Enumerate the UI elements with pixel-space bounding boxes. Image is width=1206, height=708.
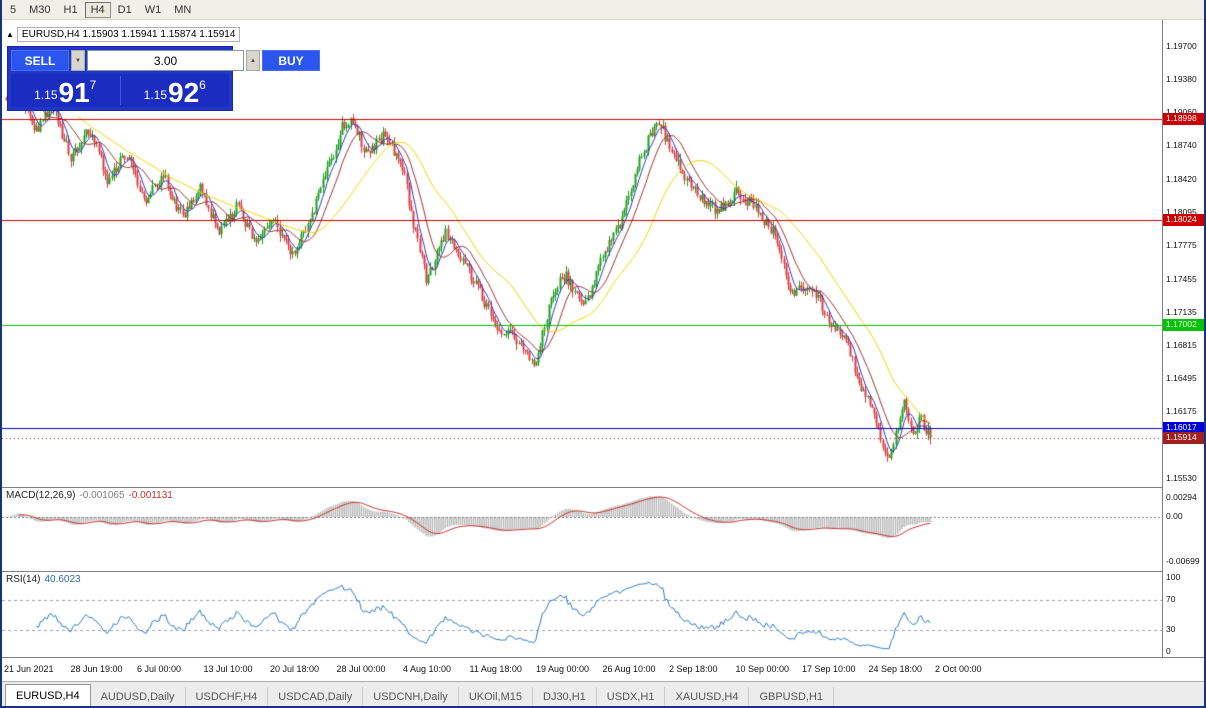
buy-price-display[interactable]: 1.15 92 6 bbox=[121, 74, 230, 107]
price-axis[interactable]: 1.19700 1.19380 1.19060 1.18740 1.18420 1.180… bbox=[1162, 20, 1204, 657]
buy-price-sup: 6 bbox=[199, 78, 206, 92]
expand-triangle-icon[interactable]: ▲ bbox=[6, 29, 14, 39]
timeframe-button-h4[interactable]: H4 bbox=[84, 1, 111, 18]
trade-controls-row: SELL ▼ ▲ BUY bbox=[11, 50, 320, 71]
macd-panel: MACD(12,26,9) -0.001065 -0.001131 bbox=[2, 487, 1162, 572]
volume-input[interactable] bbox=[87, 50, 244, 71]
time-axis-label: 17 Sep 10:00 bbox=[802, 664, 856, 674]
current-price-tag: 1.15914 bbox=[1163, 432, 1204, 445]
price-axis-tick: 1.18420 bbox=[1166, 173, 1197, 184]
chart-tab-usdcad-daily[interactable]: USDCAD,Daily bbox=[268, 687, 364, 706]
time-axis-label: 24 Sep 18:00 bbox=[868, 664, 923, 674]
macd-axis-tick: 0.00294 bbox=[1166, 492, 1197, 502]
price-axis-tick: 1.16175 bbox=[1166, 406, 1197, 417]
chart-tabbar: EURUSD,H4 AUDUSD,Daily USDCHF,H4 USDCAD,Dai… bbox=[2, 681, 1204, 706]
time-axis-label: 20 Jul 18:00 bbox=[270, 664, 320, 674]
price-axis-tick: 1.16495 bbox=[1166, 373, 1197, 384]
time-axis-label: 11 Aug 18:00 bbox=[469, 664, 522, 674]
chart-tab-usdx-h1[interactable]: USDX,H1 bbox=[597, 687, 666, 706]
buy-price-big: 92 bbox=[168, 77, 200, 108]
chart-ohlc-values: 1.15903 1.15941 1.15874 1.15914 bbox=[82, 29, 236, 40]
price-axis-tick: 1.17135 bbox=[1166, 306, 1197, 317]
volume-decrease-button[interactable]: ▼ bbox=[71, 50, 85, 71]
sell-price-big: 91 bbox=[58, 77, 90, 108]
timeframe-button-d1[interactable]: D1 bbox=[117, 3, 132, 16]
macd-value-signal: -0.001131 bbox=[128, 490, 173, 501]
trade-prices-row: 1.15 91 7 1.15 92 6 bbox=[11, 74, 229, 107]
macd-chart-canvas[interactable] bbox=[2, 488, 1162, 572]
buy-button[interactable]: BUY bbox=[262, 50, 320, 71]
price-axis-tick: 1.16815 bbox=[1166, 339, 1197, 350]
chart-title-chip: ▲ EURUSD,H4 1.15903 1.15941 1.15874 1.15… bbox=[6, 27, 241, 42]
price-axis-tick: 1.19060 bbox=[1166, 107, 1197, 117]
time-axis-label: 26 Aug 10:00 bbox=[602, 664, 656, 674]
rsi-panel: RSI(14) 40.6023 bbox=[2, 571, 1162, 658]
rsi-axis-tick: 0 bbox=[1166, 646, 1171, 656]
time-axis-label: 6 Jul 00:00 bbox=[137, 664, 182, 674]
macd-axis-tick: -0.00699 bbox=[1166, 556, 1200, 566]
hline-price-tag: 1.16017 bbox=[1163, 421, 1204, 434]
time-axis-label: 21 Jun 2021 bbox=[4, 664, 54, 674]
rsi-name: RSI(14) bbox=[6, 574, 41, 585]
sell-button[interactable]: SELL bbox=[11, 50, 69, 71]
time-axis-label: 28 Jul 00:00 bbox=[336, 664, 386, 674]
price-axis-tick: 1.18740 bbox=[1166, 140, 1197, 151]
price-axis-tick: 1.15530 bbox=[1166, 472, 1197, 483]
chart-tab-dj30-h1[interactable]: DJ30,H1 bbox=[533, 687, 597, 706]
hline-price-tag: 1.18998 bbox=[1163, 112, 1204, 125]
chart-tab-usdchf-h4[interactable]: USDCHF,H4 bbox=[186, 687, 269, 706]
rsi-indicator-label: RSI(14) 40.6023 bbox=[6, 574, 81, 585]
chart-ohlc-box: EURUSD,H4 1.15903 1.15941 1.15874 1.1591… bbox=[16, 27, 241, 42]
price-axis-tick: 1.18095 bbox=[1166, 207, 1197, 218]
time-axis-label: 13 Jul 10:00 bbox=[203, 664, 253, 674]
time-axis-label: 2 Oct 00:00 bbox=[935, 664, 982, 674]
macd-value-main: -0.001065 bbox=[79, 490, 125, 501]
timeframe-button-5[interactable]: 5 bbox=[10, 3, 17, 16]
rsi-axis-tick: 70 bbox=[1166, 594, 1176, 605]
price-axis-tick: 1.19700 bbox=[1166, 41, 1197, 51]
spin-down-icon: ▼ bbox=[75, 57, 81, 64]
spin-up-icon: ▲ bbox=[250, 57, 256, 64]
timeframe-toolbar: 5 M30 H1 H4 D1 W1 MN bbox=[2, 0, 1204, 20]
macd-indicator-label: MACD(12,26,9) -0.001065 -0.001131 bbox=[6, 490, 173, 501]
timeframe-button-mn[interactable]: MN bbox=[174, 3, 192, 16]
price-axis-tick: 1.17775 bbox=[1166, 240, 1197, 251]
buy-price-prefix: 1.15 bbox=[143, 88, 167, 102]
macd-axis-tick: 0.00 bbox=[1166, 511, 1183, 521]
chart-tab-usdcnh-daily[interactable]: USDCNH,Daily bbox=[363, 687, 459, 706]
time-axis-label: 19 Aug 00:00 bbox=[536, 664, 590, 674]
price-axis-tick: 1.19380 bbox=[1166, 74, 1197, 85]
price-divider bbox=[119, 76, 121, 105]
sell-price-sup: 7 bbox=[89, 78, 97, 92]
chart-tab-xauusd-h4[interactable]: XAUUSD,H4 bbox=[665, 687, 750, 706]
sell-price-prefix: 1.15 bbox=[34, 88, 58, 102]
time-axis-label: 28 Jun 19:00 bbox=[70, 664, 123, 674]
sell-price-display[interactable]: 1.15 91 7 bbox=[11, 74, 120, 107]
timeframe-button-m30[interactable]: M30 bbox=[29, 3, 51, 16]
main-chart-panel: ▲ EURUSD,H4 1.15903 1.15941 1.15874 1.15… bbox=[2, 20, 1162, 487]
macd-name: MACD(12,26,9) bbox=[6, 490, 76, 501]
hline-price-tag: 1.17002 bbox=[1163, 319, 1204, 332]
rsi-chart-canvas[interactable] bbox=[2, 572, 1162, 658]
rsi-value: 40.6023 bbox=[44, 574, 81, 585]
hline-price-tag: 1.18024 bbox=[1163, 213, 1204, 226]
rsi-axis-tick: 100 bbox=[1166, 572, 1181, 582]
volume-increase-button[interactable]: ▲ bbox=[246, 50, 260, 71]
time-axis-label: 4 Aug 10:00 bbox=[403, 664, 452, 674]
rsi-axis-tick: 30 bbox=[1166, 623, 1176, 634]
chart-symbol: EURUSD,H4 bbox=[21, 29, 80, 40]
chart-tab-eurusd-h4[interactable]: EURUSD,H4 bbox=[5, 684, 91, 706]
time-axis-label: 2 Sep 18:00 bbox=[669, 664, 718, 674]
chart-tab-ukoil-m15[interactable]: UKOil,M15 bbox=[459, 687, 533, 706]
timeframe-button-h1[interactable]: H1 bbox=[63, 3, 78, 16]
price-axis-tick: 1.17455 bbox=[1166, 273, 1197, 284]
time-axis-label: 10 Sep 00:00 bbox=[735, 664, 790, 674]
chart-tab-audusd-daily[interactable]: AUDUSD,Daily bbox=[91, 687, 186, 706]
timeframe-button-w1[interactable]: W1 bbox=[144, 3, 162, 16]
chart-tab-gbpusd-h1[interactable]: GBPUSD,H1 bbox=[749, 687, 835, 706]
time-axis[interactable]: 21 Jun 2021 28 Jun 19:00 6 Jul 00:00 13 Jul… bbox=[2, 657, 1204, 681]
chart-container: ▲ EURUSD,H4 1.15903 1.15941 1.15874 1.15… bbox=[2, 20, 1162, 658]
